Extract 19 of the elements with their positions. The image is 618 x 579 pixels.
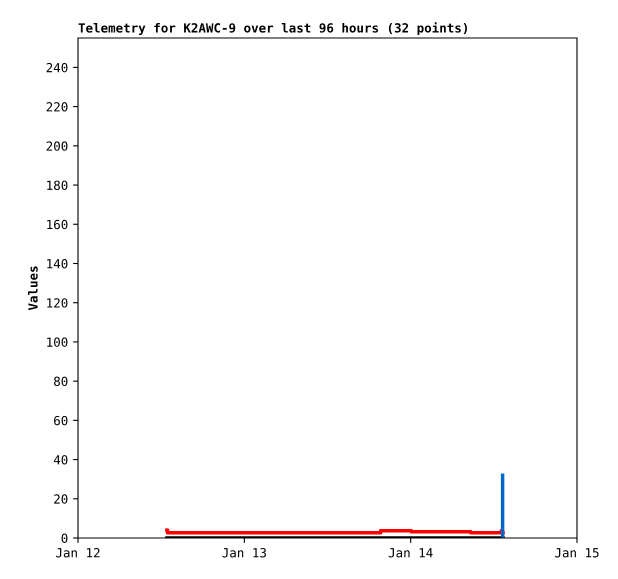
y-tick-label: 220 [46,102,68,112]
y-tick-label: 240 [46,62,68,72]
y-tick-label: 160 [47,220,68,230]
y-tick-label: 100 [47,337,68,347]
y-tick-label: 200 [46,141,68,151]
chart-title: Telemetry for K2AWC-9 over last 96 hours (32 points) [78,22,467,36]
x-tick-label: Jan 14 [388,548,433,558]
x-tick-label: Jan 13 [222,548,266,558]
y-tick-label: 40 [54,455,68,465]
y-tick-label: 20 [54,494,68,504]
y-tick-label: 120 [47,298,68,308]
y-tick-label: 180 [47,180,68,190]
y-tick-label: 140 [47,258,68,268]
y-tick-label: 60 [54,416,68,426]
y-tick-label: 80 [54,376,68,386]
y-tick-label: 0 [62,534,68,543]
y-axis-title: Values [28,266,38,310]
x-tick-label: Jan 15 [555,548,599,558]
x-tick-label: Jan 12 [56,548,100,558]
